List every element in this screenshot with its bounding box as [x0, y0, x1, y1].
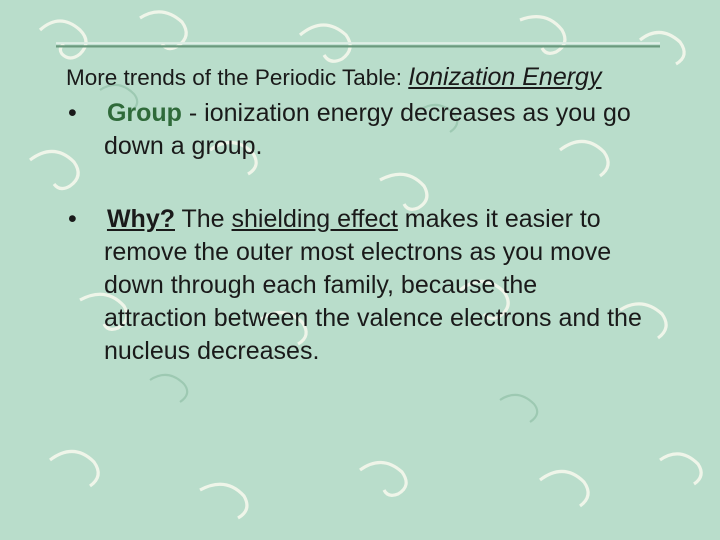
title-topic: Ionization Energy: [408, 63, 601, 91]
slide-title: More trends of the Periodic Table: Ioniz…: [66, 62, 660, 93]
bullet-marker: •: [86, 97, 100, 130]
bullet-item: • Group - ionization energy decreases as…: [86, 97, 660, 163]
keyword-why: Why?: [107, 205, 175, 233]
bullet-text-lead: The: [175, 205, 232, 233]
keyword-group: Group: [107, 99, 182, 127]
bullet-marker: •: [86, 203, 100, 236]
bullet-item: • Why? The shielding effect makes it eas…: [86, 203, 646, 368]
keyword-shielding-effect: shielding effect: [232, 205, 398, 233]
bullet-text: - ionization energy decreases as you go …: [104, 99, 631, 160]
title-prefix: More trends of the Periodic Table:: [66, 65, 408, 90]
slide-content: More trends of the Periodic Table: Ioniz…: [0, 0, 720, 540]
bullet-list: • Group - ionization energy decreases as…: [86, 97, 660, 368]
